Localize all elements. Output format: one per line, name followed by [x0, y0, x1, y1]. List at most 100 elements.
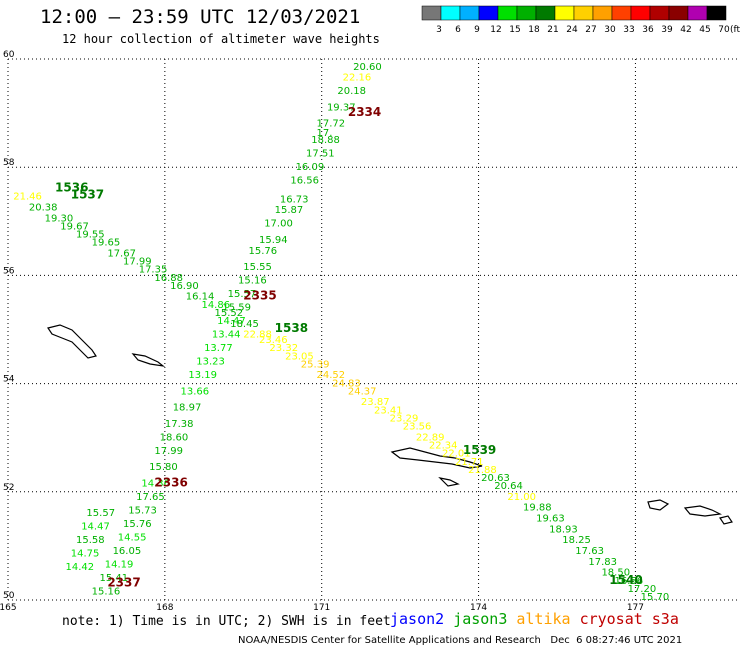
y-tick-label: 54 [3, 375, 15, 385]
wave-height-value: 15.55 [243, 262, 272, 273]
wave-height-value: 19.65 [92, 238, 121, 249]
colorbar-tick: 18 [528, 25, 540, 35]
credit-line: NOAA/NESDIS Center for Satellite Applica… [238, 635, 683, 646]
wave-height-value: 19.67 [60, 221, 89, 232]
wave-height-value: 14.86 [201, 300, 230, 311]
wave-height-value: 17.67 [107, 248, 136, 259]
wave-height-value: 17.65 [136, 492, 165, 503]
pass-time-label: 2336 [154, 475, 187, 489]
wave-height-value: 13.19 [188, 370, 217, 381]
wave-height-value: 15.76 [249, 246, 278, 257]
legend-entry: s3a [651, 610, 679, 628]
legend-entry: altika [516, 610, 571, 628]
chart-subtitle: 12 hour collection of altimeter wave hei… [62, 32, 380, 46]
island [131, 353, 166, 367]
wave-height-value: 18.97 [173, 403, 202, 414]
wave-height-value: 15.57 [228, 289, 257, 300]
land-masses [47, 324, 733, 525]
wave-height-value: 20.64 [494, 481, 523, 492]
wave-height-value: 17.38 [165, 419, 194, 430]
wave-height-value: 17.35 [139, 265, 168, 276]
colorbar-tick: 33 [623, 25, 634, 35]
wave-height-value: 18.60 [160, 432, 189, 443]
wave-height-value: 14.47 [81, 522, 110, 533]
wave-height-value: 24.83 [332, 378, 361, 389]
wave-height-value: 21.88 [468, 465, 497, 476]
legend-entry: cryosat [579, 610, 643, 628]
colorbar-tick: 6 [455, 25, 461, 35]
wave-height-value: 13.23 [196, 357, 225, 368]
wave-height-value: 13.44 [212, 330, 241, 341]
colorbar-tick: 24 [566, 25, 578, 35]
y-tick-label: 52 [3, 483, 14, 493]
axis-labels: 165 168 171 174 177 50 52 54 56 58 60 [0, 50, 644, 613]
island [719, 515, 733, 525]
wave-height-value: 15.76 [123, 519, 152, 530]
wave-height-value: 19.63 [536, 514, 565, 525]
colorbar-tick: 15 [509, 25, 520, 35]
wave-height-value: 16.90 [170, 281, 199, 292]
island [683, 505, 723, 517]
colorbar-tick: 30 [604, 25, 616, 35]
wave-height-value: 14.47 [217, 316, 246, 327]
colorbar-tick: 45 [699, 25, 710, 35]
colorbar-tick: 12 [490, 25, 501, 35]
wave-height-value: 19.30 [45, 213, 74, 224]
wave-height-value: 22.34 [429, 441, 458, 452]
wave-height-value: 22.16 [343, 73, 372, 84]
legend-entry: jason3 [453, 610, 508, 628]
colorbar-tick: 39 [661, 25, 673, 35]
pass-time-label: 1540 [609, 573, 642, 587]
x-tick-label: 174 [470, 603, 487, 613]
wave-height-value: 20.38 [29, 202, 58, 213]
wave-height-value: 22.88 [243, 330, 272, 341]
wave-height-value: 15.80 [149, 462, 178, 473]
island [647, 499, 670, 511]
grid-lines [7, 58, 740, 601]
wave-height-value: 14.75 [71, 549, 100, 560]
colorbar-tick: 42 [680, 25, 691, 35]
wave-height-value: 15.57 [86, 508, 115, 519]
colorbar-tick: 3 [436, 25, 442, 35]
y-tick-label: 60 [3, 50, 15, 60]
wave-height-value: 23.56 [403, 422, 432, 433]
wave-height-value: 23.46 [259, 335, 288, 346]
wave-height-value: 13.77 [204, 343, 233, 354]
wave-height-value: 18.88 [311, 135, 340, 146]
wave-height-value: 14.42 [66, 562, 95, 573]
wave-height-value: 16.05 [113, 546, 142, 557]
wave-height-value: 19.88 [523, 503, 552, 514]
wave-height-value: 17.51 [306, 148, 335, 159]
wave-height-value: 24.37 [348, 386, 377, 397]
x-tick-label: 177 [627, 603, 644, 613]
pass-time-label: 2335 [243, 289, 276, 303]
wave-height-value: 16.14 [186, 292, 215, 303]
colorbar-swatch [706, 5, 727, 21]
wave-height-value: 15.70 [641, 592, 670, 603]
wave-height-value: 16.09 [296, 162, 325, 173]
wave-height-value: 23.32 [269, 343, 298, 354]
wave-height-value: 16.88 [154, 273, 183, 284]
wave-height-value: 20.60 [353, 62, 382, 73]
wave-height-value: 18.50 [601, 568, 630, 579]
wave-height-value: 16.56 [615, 576, 644, 587]
wave-height-value: 17. [316, 128, 332, 139]
colorbar-unit: (ft) [730, 25, 740, 35]
wave-height-value: 22.01 [442, 449, 471, 460]
wave-height-value: 19.37 [327, 102, 356, 113]
wave-height-value: 18.45 [230, 319, 259, 330]
wave-height-value: 23.87 [361, 397, 390, 408]
x-tick-label: 168 [156, 603, 173, 613]
wave-height-value: 16.73 [280, 194, 309, 205]
wave-height-value: 25.39 [301, 359, 330, 370]
wave-height-value: 17.20 [628, 584, 657, 595]
chart-title: 12:00 — 23:59 UTC 12/03/2021 [40, 6, 361, 28]
wave-height-value: 15.58 [76, 535, 105, 546]
colorbar-tick: 70 [718, 25, 730, 35]
wave-height-value: 18.93 [549, 524, 578, 535]
wave-height-value: 17.63 [575, 546, 604, 557]
